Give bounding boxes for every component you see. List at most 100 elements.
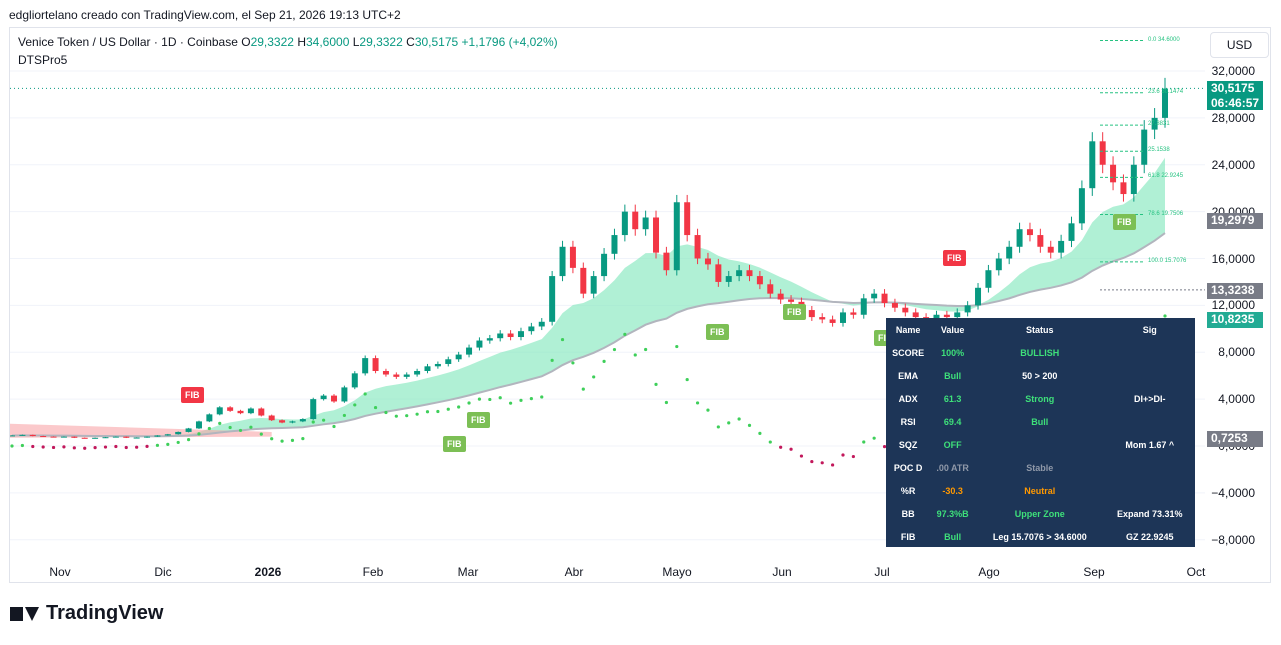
candle-body <box>1068 223 1075 241</box>
candle-body <box>279 420 286 423</box>
candle-body <box>92 437 99 439</box>
dashboard-cell-name: BB <box>901 508 915 519</box>
indicator-name[interactable]: DTSPro5 <box>18 53 68 67</box>
candle-body <box>29 434 36 437</box>
oscillator-dot <box>519 398 523 402</box>
oscillator-dot <box>810 459 814 464</box>
time-tick: Abr <box>564 565 584 579</box>
candle-body <box>403 374 410 377</box>
dashboard-cell-status: Strong <box>1025 393 1055 404</box>
dashboard-cell-name: EMA <box>898 370 919 381</box>
candle-body <box>736 270 743 277</box>
candle-body <box>819 317 826 320</box>
time-tick: Dic <box>154 565 172 579</box>
oscillator-dot <box>394 414 398 418</box>
oscillator-dot <box>62 445 66 449</box>
candle-body <box>1037 235 1044 247</box>
oscillator-dot <box>498 396 502 400</box>
dashboard-row: SCORE 100% BULLISH <box>886 341 1195 364</box>
candle-body <box>486 338 493 341</box>
dashboard-cell-sig: DI+>DI- <box>1134 393 1166 404</box>
fib-level-label: 25.1538 <box>1148 147 1170 154</box>
high-value: 34,6000 <box>305 35 350 49</box>
candle-body <box>445 359 452 364</box>
candle-body <box>60 436 67 438</box>
open-value: 29,3322 <box>250 35 294 49</box>
dashboard-body: SCORE 100% BULLISH EMA Bull 50 > 200 ADX 61.3 St… <box>886 341 1195 548</box>
candle-body <box>891 303 898 308</box>
candle-body <box>642 217 649 230</box>
oscillator-dot <box>197 432 201 436</box>
oscillator-dot <box>446 407 450 411</box>
oscillator-dot <box>363 392 367 396</box>
time-tick: Mayo <box>662 565 692 579</box>
oscillator-dot <box>571 361 575 365</box>
candle-body <box>954 312 961 318</box>
dashboard-cell-sig <box>1105 410 1195 433</box>
dashboard-row: SQZ OFF Mom 1.67 ^ <box>886 433 1195 456</box>
high-label: H <box>297 35 306 49</box>
candle-body <box>393 374 400 377</box>
candle-body <box>206 414 213 422</box>
oscillator-dot <box>425 410 430 414</box>
oscillator-dot <box>529 396 533 401</box>
dashboard-cell-name: RSI <box>900 416 916 427</box>
candle-body <box>590 276 597 294</box>
dashboard-column-header: Sig <box>1142 324 1157 335</box>
dashboard-cell-value: Bull <box>944 370 962 381</box>
candle-body <box>923 317 930 319</box>
price-badge-value: 10,8235 <box>1211 312 1255 327</box>
candle-body <box>362 358 369 374</box>
candle-body <box>185 428 192 432</box>
price-tick: −4,0000 <box>1211 485 1255 500</box>
oscillator-dot <box>10 444 14 448</box>
candle-body <box>829 319 836 323</box>
dashboard-row: POC D .00 ATR Stable <box>886 456 1195 479</box>
oscillator-dot <box>592 375 596 379</box>
oscillator-dot <box>851 454 855 459</box>
oscillator-dot <box>322 418 326 422</box>
price-tick: 4,0000 <box>1218 392 1255 407</box>
candle-body <box>102 437 109 439</box>
candle-body <box>1130 164 1137 195</box>
candle-body <box>517 331 524 338</box>
oscillator-dot <box>612 347 617 352</box>
oscillator-dot <box>1163 314 1167 318</box>
author-line: edgliortelano creado con TradingView.com… <box>9 8 401 22</box>
candle-body <box>71 436 78 438</box>
price-badge-value: 0,7253 <box>1211 430 1248 445</box>
candle-body <box>715 264 722 282</box>
candle-body <box>154 435 161 437</box>
candle-body <box>144 436 151 438</box>
currency-button[interactable]: USD <box>1210 32 1269 58</box>
dashboard-row: EMA Bull 50 > 200 <box>886 364 1195 387</box>
dashboard-cell-name: POC D <box>893 462 923 473</box>
oscillator-dot <box>103 445 108 449</box>
candle-body <box>476 340 483 348</box>
price-tick: −8,0000 <box>1211 532 1255 547</box>
oscillator-dot <box>675 344 679 349</box>
dashboard-cell-status: Bull <box>1031 416 1049 427</box>
candle-body <box>1058 240 1065 253</box>
oscillator-dot <box>747 423 752 427</box>
candle-body <box>808 310 815 318</box>
oscillator-dot <box>654 382 658 386</box>
oscillator-dot <box>644 347 648 352</box>
countdown: 06:46:57 <box>1211 96 1260 111</box>
tradingview-icon <box>10 604 40 624</box>
price-tick: 24,0000 <box>1211 157 1255 172</box>
oscillator-dot <box>633 353 637 357</box>
dashboard-row: FIB Bull Leg 15.7076 > 34.6000 GZ 22.9245 <box>886 525 1195 548</box>
oscillator-dot <box>560 337 565 342</box>
price-badge: 13,3238 <box>1207 282 1263 299</box>
time-tick: 2026 <box>254 565 282 579</box>
oscillator-dot <box>758 431 762 436</box>
candle-body <box>268 415 275 421</box>
oscillator-dot <box>83 446 87 450</box>
oscillator-dot <box>477 397 482 401</box>
dashboard-cell-status: Upper Zone <box>1014 508 1065 519</box>
tradingview-logo[interactable]: TradingView <box>10 602 163 625</box>
candle-body <box>975 287 982 306</box>
oscillator-dot <box>831 463 835 467</box>
oscillator-dot <box>124 445 128 450</box>
